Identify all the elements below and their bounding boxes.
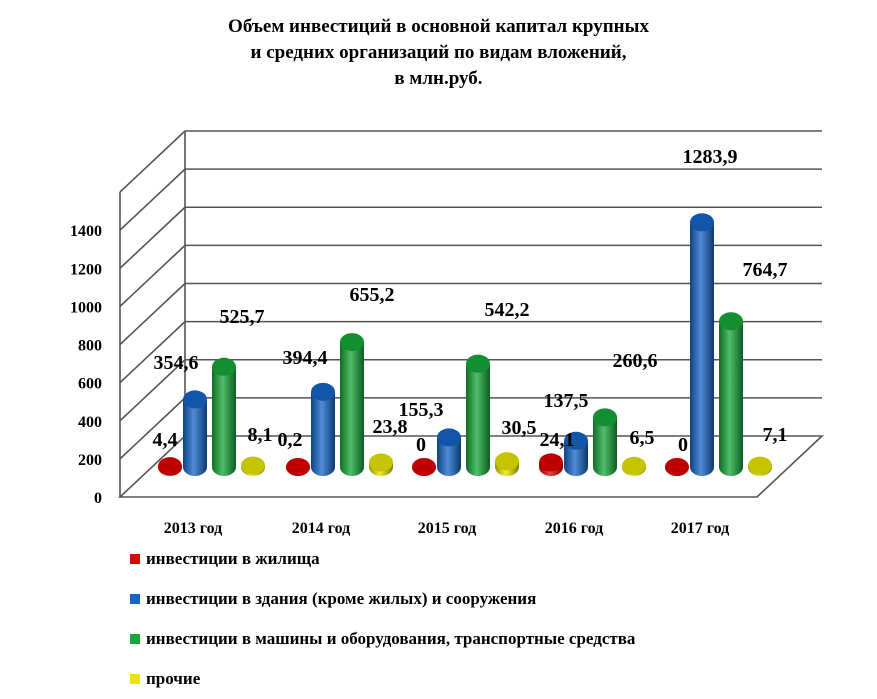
value-label-other-2015: 30,5 <box>502 417 537 439</box>
x-category-label-2016: 2016 год <box>545 520 604 537</box>
value-label-housing-2014: 0,2 <box>278 429 303 451</box>
bar-housing-2017 <box>665 458 689 476</box>
gridline-wall <box>119 282 186 346</box>
x-category-label-2014: 2014 год <box>292 520 351 537</box>
bar-buildings-2013 <box>183 390 207 476</box>
chart-title-line-3: в млн.руб. <box>394 68 483 89</box>
value-label-housing-2017: 0 <box>678 434 688 456</box>
bar-housing-2015 <box>412 458 436 476</box>
bar-other-2013 <box>241 456 265 476</box>
bar-housing-2016 <box>539 453 563 476</box>
value-label-other-2017: 7,1 <box>763 424 788 446</box>
value-label-buildings-2017: 1283,9 <box>683 146 738 168</box>
value-label-other-2014: 23,8 <box>373 416 408 438</box>
legend-swatch-other <box>130 674 140 684</box>
value-label-housing-2015: 0 <box>416 434 426 456</box>
bar-machinery-2013 <box>212 357 236 476</box>
gridline-wall <box>119 321 186 384</box>
gridlines <box>119 130 822 460</box>
legend-label-machinery: инвестиции в машины и оборудования, тран… <box>146 629 636 648</box>
legend-label-other: прочие <box>146 669 201 688</box>
data-labels: 4,4 354,6 525,7 8,1 0,2 394,4 655,2 23,8 0 155,3 5… <box>153 146 788 456</box>
x-axis-categories: 2013 год 2014 год 2015 год 2016 год 2017 год <box>164 520 730 537</box>
y-tick-label: 600 <box>78 376 102 393</box>
bars <box>158 213 772 476</box>
legend-swatch-buildings <box>130 594 140 604</box>
gridline-wall <box>119 244 186 307</box>
value-label-machinery-2013: 525,7 <box>220 306 265 328</box>
bar-buildings-2017 <box>690 213 714 476</box>
bar-buildings-2014 <box>311 382 335 476</box>
chart-title: Объем инвестиций в основной капитал круп… <box>0 14 877 92</box>
value-label-buildings-2016: 137,5 <box>544 390 589 412</box>
value-label-other-2013: 8,1 <box>248 424 273 446</box>
x-category-label-2013: 2013 год <box>164 520 223 537</box>
bar-other-2017 <box>748 456 772 476</box>
value-label-machinery-2015: 542,2 <box>485 299 530 321</box>
value-label-other-2016: 6,5 <box>630 427 655 449</box>
bar-buildings-2015 <box>437 428 461 476</box>
gridline-wall <box>119 397 186 460</box>
bar-other-2016 <box>622 456 646 476</box>
gridline-wall <box>119 359 186 422</box>
y-axis-ticks: 0 200 400 600 800 1000 1200 1400 <box>70 223 102 507</box>
legend-swatch-housing <box>130 554 140 564</box>
y-tick-label: 1400 <box>70 223 102 240</box>
legend-swatch-machinery <box>130 634 140 644</box>
x-category-label-2017: 2017 год <box>671 520 730 537</box>
bar-other-2014 <box>369 453 393 476</box>
y-tick-label: 0 <box>94 490 102 507</box>
bar-housing-2013 <box>158 457 182 476</box>
y-tick-label: 200 <box>78 452 102 469</box>
bar-machinery-2015 <box>466 354 490 476</box>
x-category-label-2015: 2015 год <box>418 520 477 537</box>
y-tick-label: 1000 <box>70 299 102 316</box>
bar-housing-2014 <box>286 457 310 476</box>
value-label-housing-2013: 4,4 <box>153 429 178 451</box>
value-label-machinery-2017: 764,7 <box>743 259 788 281</box>
value-label-machinery-2014: 655,2 <box>350 284 395 306</box>
gridline-wall <box>119 206 186 269</box>
bar-machinery-2014 <box>340 333 364 476</box>
chart-title-line-2: и средних организаций по видам вложений, <box>250 42 627 63</box>
chart-title-line-1: Объем инвестиций в основной капитал круп… <box>228 16 649 37</box>
bar-other-2015 <box>495 452 519 476</box>
bar-buildings-2016 <box>564 431 588 476</box>
legend-label-buildings: инвестиции в здания (кроме жилых) и соор… <box>146 589 537 608</box>
value-label-housing-2016: 24,1 <box>540 429 575 451</box>
value-label-buildings-2014: 394,4 <box>283 347 328 369</box>
gridline-wall <box>119 168 186 231</box>
gridline-wall <box>119 130 186 193</box>
value-label-machinery-2016: 260,6 <box>613 350 658 372</box>
value-label-buildings-2013: 354,6 <box>154 352 199 374</box>
bar-machinery-2016 <box>593 408 617 476</box>
value-label-buildings-2015: 155,3 <box>399 399 444 421</box>
y-tick-label: 400 <box>78 414 102 431</box>
y-tick-label: 1200 <box>70 261 102 278</box>
chart-floor <box>117 435 825 498</box>
bar-machinery-2017 <box>719 312 743 476</box>
legend-label-housing: инвестиции в жилища <box>146 549 320 568</box>
y-tick-label: 800 <box>78 338 102 355</box>
